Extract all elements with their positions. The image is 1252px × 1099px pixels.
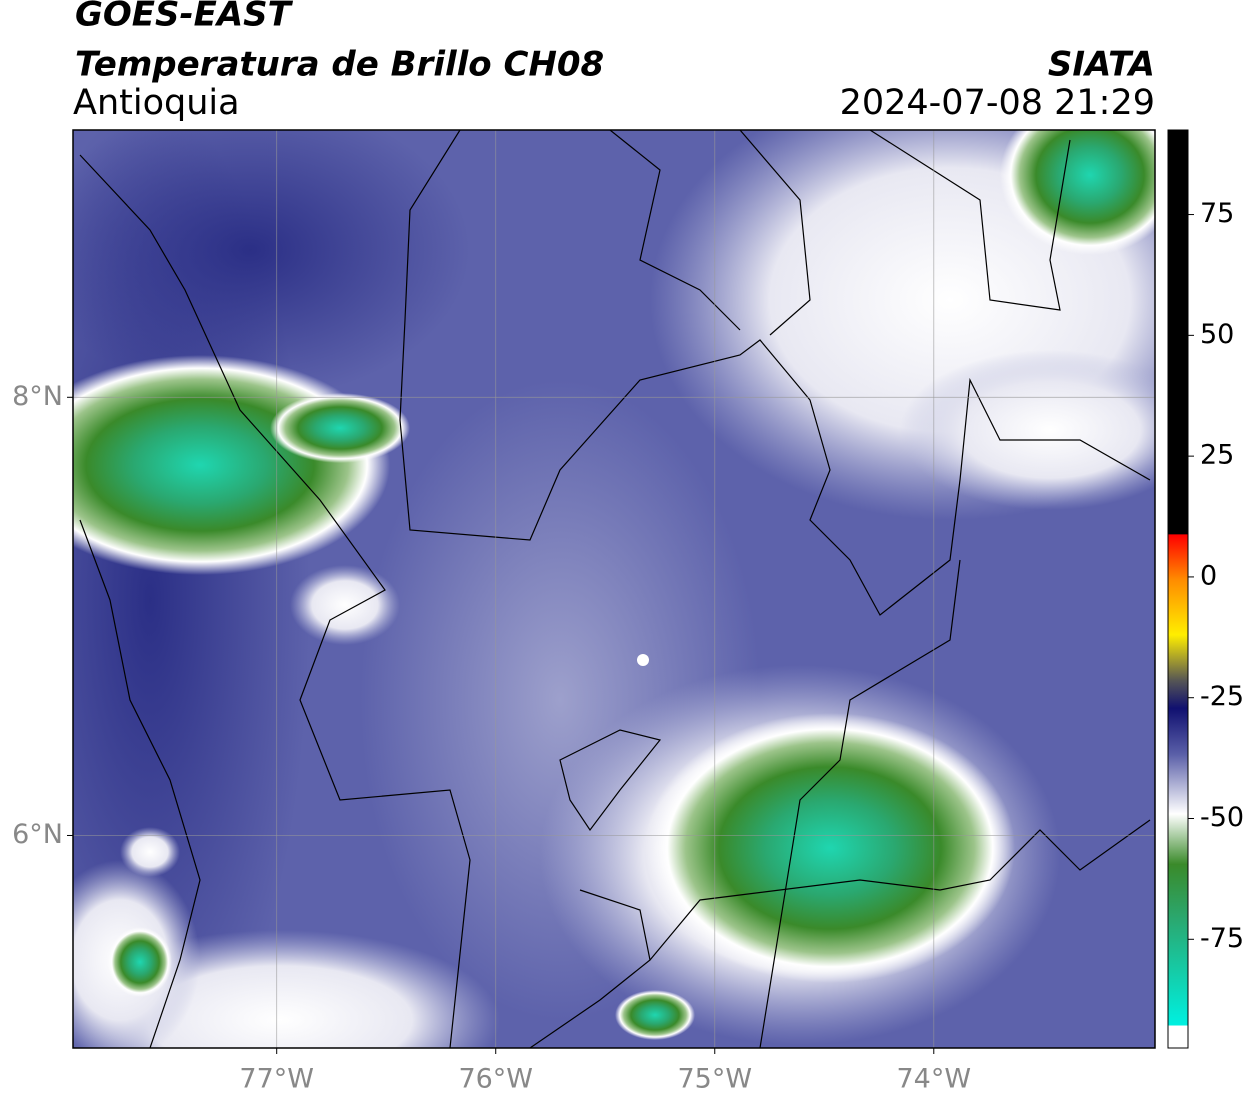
satellite-image: [73, 130, 1155, 1048]
region: Antioquia: [73, 83, 240, 123]
map-frame: [72, 129, 1156, 1049]
colorbar-label: -75: [1200, 923, 1244, 954]
colorbar: [1167, 129, 1189, 1049]
datetime: 2024-07-08 21:29: [840, 83, 1155, 123]
colorbar-label: 25: [1200, 440, 1234, 471]
grid: [73, 130, 1155, 1048]
colorbar-label: 0: [1200, 560, 1217, 591]
colorbar-label: 50: [1200, 319, 1234, 350]
x-tick-label: 76°W: [458, 1064, 533, 1095]
y-tick-label: 8°N: [12, 381, 63, 412]
x-tick-label: 75°W: [677, 1064, 752, 1095]
colorbar-label: -25: [1200, 681, 1244, 712]
title: GOES-EAST: [75, 0, 294, 35]
x-tick-label: 77°W: [239, 1064, 314, 1095]
subtitle: Temperatura de Brillo CH08: [75, 45, 604, 85]
colorbar-label: 75: [1200, 198, 1234, 229]
y-tick-label: 6°N: [12, 819, 63, 850]
x-tick-label: 74°W: [897, 1064, 972, 1095]
source: SIATA: [1048, 45, 1155, 85]
colorbar-label: -50: [1200, 802, 1244, 833]
